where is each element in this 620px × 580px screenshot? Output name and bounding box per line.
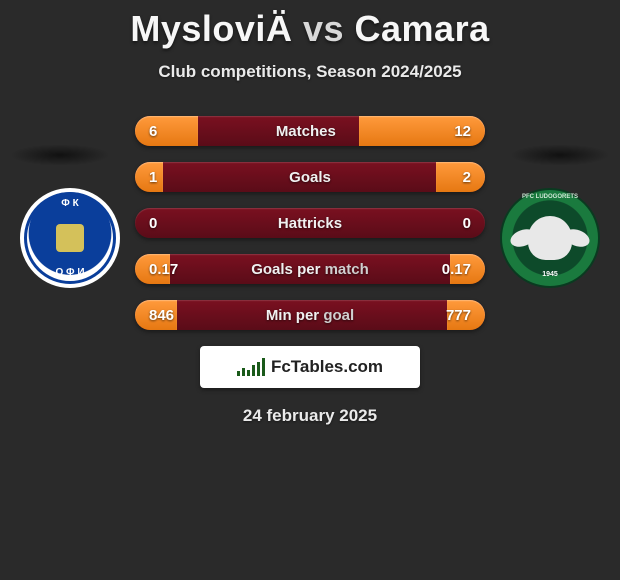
stat-value-right: 2 [463, 169, 471, 186]
stat-row: 1 Goals 2 [135, 162, 485, 192]
vs-separator: vs [303, 8, 344, 49]
stat-value-left: 0.17 [149, 261, 178, 278]
stat-label: Matches [276, 123, 336, 140]
comparison-area: Ф К О Ф И PFC LUDOGORETS 1945 6Matches12… [0, 116, 620, 426]
crest-left-badge-icon [56, 224, 84, 252]
crest-right-year: 1945 [542, 271, 558, 278]
stat-row: 0.17 Goals per match 0.17 [135, 254, 485, 284]
player2-name: Camara [355, 8, 490, 49]
page-title: MysloviÄ vs Camara [0, 0, 620, 50]
stat-row: 846 Min per goal 777 [135, 300, 485, 330]
site-name: FcTables.com [271, 357, 383, 377]
crest-left-top-text: Ф К [61, 198, 78, 209]
stat-value-left: 6 [149, 123, 157, 140]
stat-value-left: 1 [149, 169, 157, 186]
branding-box[interactable]: FcTables.com [200, 346, 420, 388]
stat-fill-right [436, 162, 485, 192]
stat-label: Goals per match [251, 261, 369, 278]
team-crest-left: Ф К О Ф И [20, 188, 120, 288]
player1-name: MysloviÄ [130, 8, 292, 49]
stat-value-left: 846 [149, 307, 174, 324]
crest-shadow-right [510, 144, 610, 166]
crest-shadow-left [10, 144, 110, 166]
stats-table: 6 Matches 12 1 Goals 2 0 Hattricks 0 0.17 Goals pe… [135, 116, 485, 330]
team-crest-right: PFC LUDOGORETS 1945 [500, 188, 600, 288]
stat-value-right: 0.17 [442, 261, 471, 278]
stat-label: Goals [289, 169, 331, 186]
stat-value-right: 0 [463, 215, 471, 232]
eagle-icon [528, 216, 572, 260]
stat-value-right: 12 [454, 123, 471, 140]
crest-right-top-text: PFC LUDOGORETS [522, 194, 578, 200]
date-label: 24 february 2025 [0, 406, 620, 426]
stat-label: Hattricks [278, 215, 342, 232]
subtitle: Club competitions, Season 2024/2025 [0, 62, 620, 82]
stat-label: Min per goal [266, 307, 354, 324]
bar-chart-icon [237, 358, 265, 376]
stat-value-left: 0 [149, 215, 157, 232]
crest-left-bottom-text: О Ф И [55, 267, 84, 278]
stat-fill-left [135, 116, 198, 146]
stat-value-right: 777 [446, 307, 471, 324]
stat-row: 6 Matches 12 [135, 116, 485, 146]
stat-row: 0 Hattricks 0 [135, 208, 485, 238]
